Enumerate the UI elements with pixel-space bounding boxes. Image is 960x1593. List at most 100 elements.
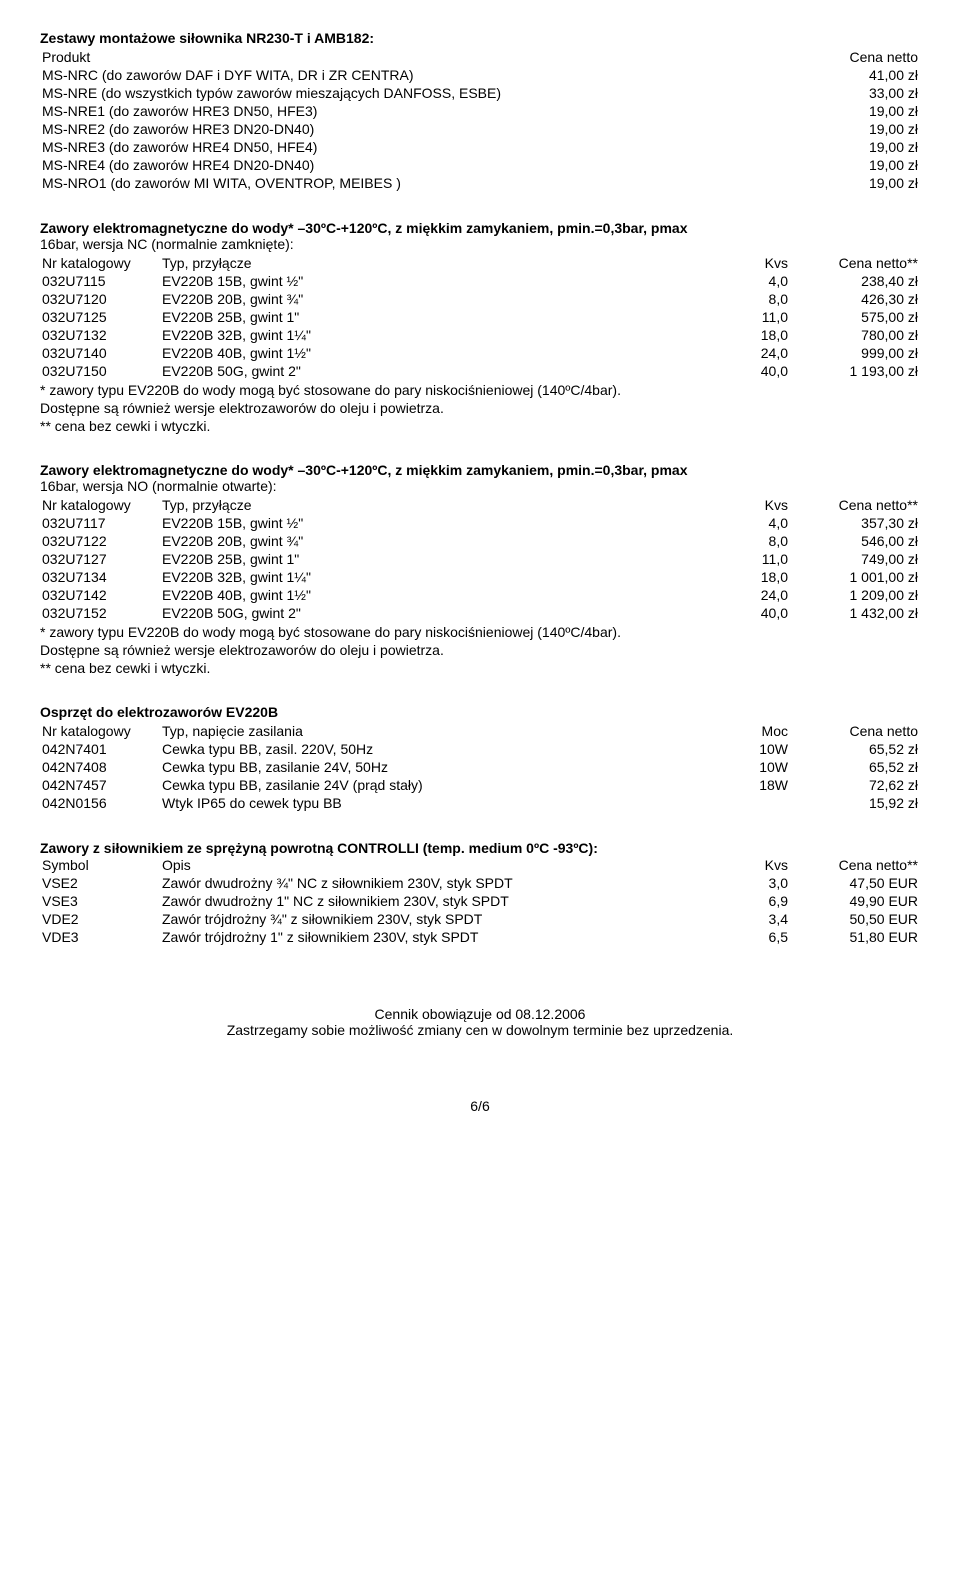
cell-label: MS-NRC (do zaworów DAF i DYF WITA, DR i … [40,66,790,84]
footer: Cennik obowiązuje od 08.12.2006 Zastrzeg… [40,1006,920,1038]
section-valves-no: Zawory elektromagnetyczne do wody* –30ºC… [40,462,920,676]
table-header-row: Produkt Cena netto [40,48,920,66]
table-row: 032U7152EV220B 50G, gwint 2"40,01 432,00… [40,604,920,622]
col-cat: Nr katalogowy [40,496,160,514]
section-valves-nc: Zawory elektromagnetyczne do wody* –30ºC… [40,220,920,434]
cell-type: Zawór dwudrożny 1" NC z siłownikiem 230V… [160,892,710,910]
cell-label: MS-NRE3 (do zaworów HRE4 DN50, HFE4) [40,138,790,156]
cell-price: 426,30 zł [790,290,920,308]
table-row: 032U7132EV220B 32B, gwint 1¼"18,0780,00 … [40,326,920,344]
cell-kvs: 10W [710,758,790,776]
table-valves-nc: Nr katalogowy Typ, przyłącze Kvs Cena ne… [40,254,920,380]
col-kvs: Kvs [710,254,790,272]
cell-price: 19,00 zł [790,120,920,138]
table-header-row: Nr katalogowy Typ, przyłącze Kvs Cena ne… [40,496,920,514]
table-row: 032U7134EV220B 32B, gwint 1¼"18,01 001,0… [40,568,920,586]
col-cat: Symbol [40,856,160,874]
cell-cat: 042N0156 [40,794,160,812]
cell-type: Zawór trójdrożny ¾" z siłownikiem 230V, … [160,910,710,928]
cell-cat: 042N7457 [40,776,160,794]
section-controlli: Zawory z siłownikiem ze sprężyną powrotn… [40,840,920,946]
section-notes: * zawory typu EV220B do wody mogą być st… [40,382,920,434]
cell-type: EV220B 50G, gwint 2" [160,604,710,622]
section-title: Osprzęt do elektrozaworów EV220B [40,704,920,720]
table-mounting-kits: Produkt Cena netto MS-NRC (do zaworów DA… [40,48,920,192]
cell-kvs: 18,0 [710,568,790,586]
cell-type: EV220B 32B, gwint 1¼" [160,568,710,586]
table-valves-no: Nr katalogowy Typ, przyłącze Kvs Cena ne… [40,496,920,622]
cell-cat: 032U7117 [40,514,160,532]
cell-type: EV220B 15B, gwint ½" [160,272,710,290]
cell-price: 19,00 zł [790,138,920,156]
cell-price: 749,00 zł [790,550,920,568]
cell-cat: 032U7142 [40,586,160,604]
cell-type: Cewka typu BB, zasilanie 24V (prąd stały… [160,776,710,794]
section-mounting-kits: Zestawy montażowe siłownika NR230-T i AM… [40,30,920,192]
section-intro: 16bar, wersja NC (normalnie zamknięte): [40,236,920,252]
cell-price: 546,00 zł [790,532,920,550]
col-price: Cena netto** [790,856,920,874]
cell-cat: VSE2 [40,874,160,892]
section-title: Zawory elektromagnetyczne do wody* –30ºC… [40,220,688,236]
cell-label: MS-NRO1 (do zaworów MI WITA, OVENTROP, M… [40,174,790,192]
table-header-row: Nr katalogowy Typ, napięcie zasilania Mo… [40,722,920,740]
cell-price: 15,92 zł [790,794,920,812]
table-row: VSE3Zawór dwudrożny 1" NC z siłownikiem … [40,892,920,910]
table-row: MS-NRO1 (do zaworów MI WITA, OVENTROP, M… [40,174,920,192]
table-row: MS-NRC (do zaworów DAF i DYF WITA, DR i … [40,66,920,84]
cell-type: EV220B 50G, gwint 2" [160,362,710,380]
cell-kvs: 6,9 [710,892,790,910]
cell-price: 19,00 zł [790,102,920,120]
cell-kvs: 18W [710,776,790,794]
cell-cat: 032U7150 [40,362,160,380]
cell-type: Wtyk IP65 do cewek typu BB [160,794,710,812]
cell-type: EV220B 20B, gwint ¾" [160,532,710,550]
cell-kvs: 8,0 [710,290,790,308]
cell-cat: 042N7408 [40,758,160,776]
table-controlli: Symbol Opis Kvs Cena netto** VSE2Zawór d… [40,856,920,946]
cell-price: 51,80 EUR [790,928,920,946]
table-row: VSE2Zawór dwudrożny ¾" NC z siłownikiem … [40,874,920,892]
cell-price: 65,52 zł [790,740,920,758]
cell-label: MS-NRE2 (do zaworów HRE3 DN20-DN40) [40,120,790,138]
cell-label: MS-NRE1 (do zaworów HRE3 DN50, HFE3) [40,102,790,120]
table-row: MS-NRE4 (do zaworów HRE4 DN20-DN40)19,00… [40,156,920,174]
cell-price: 49,90 EUR [790,892,920,910]
cell-kvs: 3,0 [710,874,790,892]
col-kvs: Moc [710,722,790,740]
table-row: 032U7140EV220B 40B, gwint 1½"24,0999,00 … [40,344,920,362]
section-accessories: Osprzęt do elektrozaworów EV220B Nr kata… [40,704,920,812]
cell-price: 780,00 zł [790,326,920,344]
cell-price: 1 193,00 zł [790,362,920,380]
table-row: 042N7401Cewka typu BB, zasil. 220V, 50Hz… [40,740,920,758]
table-row: MS-NRE3 (do zaworów HRE4 DN50, HFE4)19,0… [40,138,920,156]
cell-kvs: 40,0 [710,362,790,380]
cell-price: 41,00 zł [790,66,920,84]
col-type: Typ, przyłącze [160,496,710,514]
table-row: MS-NRE2 (do zaworów HRE3 DN20-DN40)19,00… [40,120,920,138]
cell-kvs: 24,0 [710,344,790,362]
cell-type: Zawór trójdrożny 1" z siłownikiem 230V, … [160,928,710,946]
table-row: VDE2Zawór trójdrożny ¾" z siłownikiem 23… [40,910,920,928]
table-row: VDE3Zawór trójdrożny 1" z siłownikiem 23… [40,928,920,946]
col-cat: Nr katalogowy [40,254,160,272]
cell-type: EV220B 25B, gwint 1" [160,308,710,326]
cell-cat: 032U7115 [40,272,160,290]
cell-cat: 042N7401 [40,740,160,758]
cell-price: 999,00 zł [790,344,920,362]
section-header: Zawory z siłownikiem ze sprężyną powrotn… [40,840,920,856]
cell-type: EV220B 20B, gwint ¾" [160,290,710,308]
cell-kvs: 3,4 [710,910,790,928]
section-header: Zawory elektromagnetyczne do wody* –30ºC… [40,462,920,478]
cell-cat: 032U7122 [40,532,160,550]
cell-label: MS-NRE (do wszystkich typów zaworów mies… [40,84,790,102]
cell-price: 357,30 zł [790,514,920,532]
cell-type: EV220B 32B, gwint 1¼" [160,326,710,344]
cell-kvs: 11,0 [710,308,790,326]
cell-kvs: 6,5 [710,928,790,946]
cell-price: 1 001,00 zł [790,568,920,586]
cell-type: EV220B 25B, gwint 1" [160,550,710,568]
col-price: Cena netto** [790,496,920,514]
cell-kvs [710,794,790,812]
table-row: 032U7125EV220B 25B, gwint 1"11,0575,00 z… [40,308,920,326]
